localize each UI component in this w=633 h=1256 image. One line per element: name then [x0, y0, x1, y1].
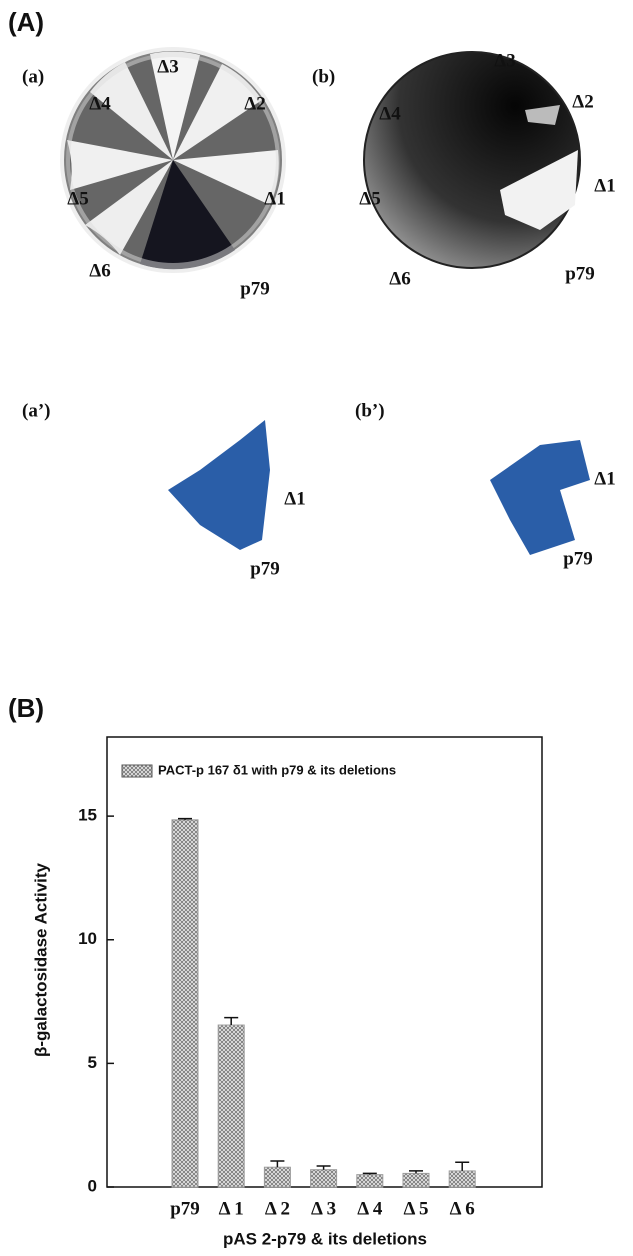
plate-a — [65, 52, 281, 270]
y-tick-label: 10 — [78, 929, 97, 948]
plate-label: (b’) — [355, 400, 385, 421]
strain-label: Δ2 — [244, 93, 265, 114]
strain-label: Δ6 — [389, 268, 410, 289]
bar — [172, 820, 198, 1187]
colony-blot — [168, 420, 270, 550]
bar — [264, 1167, 290, 1187]
strain-label: Δ5 — [359, 188, 380, 209]
strain-label: Δ5 — [67, 188, 88, 209]
error-bar — [455, 1162, 469, 1171]
error-bar — [317, 1166, 331, 1170]
y-axis-title: β-galactosidase Activity — [31, 862, 50, 1057]
strain-label: Δ2 — [572, 91, 593, 112]
colony-blot — [490, 440, 590, 555]
strain-label: Δ6 — [89, 260, 110, 281]
error-bar — [224, 1018, 238, 1025]
strain-label: Δ1 — [264, 188, 285, 209]
strain-label: Δ3 — [157, 56, 178, 77]
panel-label: (A) — [8, 7, 44, 37]
y-tick-label: 15 — [78, 806, 97, 825]
legend-swatch — [122, 765, 152, 777]
plate-label: (a’) — [22, 400, 50, 421]
bar — [403, 1173, 429, 1187]
strain-label: p79 — [240, 278, 270, 299]
strain-label: p79 — [250, 558, 280, 579]
plate-label: (b) — [312, 66, 335, 87]
strain-label: Δ1 — [284, 488, 305, 509]
x-axis-title: pAS 2-p79 & its deletions — [223, 1229, 427, 1248]
x-tick-label: Δ 6 — [450, 1198, 475, 1219]
y-tick-label: 5 — [88, 1053, 97, 1072]
x-tick-label: p79 — [170, 1198, 200, 1219]
bar — [449, 1171, 475, 1187]
strain-label: Δ4 — [89, 93, 111, 114]
strain-label: p79 — [563, 548, 593, 569]
bar — [218, 1025, 244, 1187]
x-tick-label: Δ 5 — [403, 1198, 428, 1219]
x-tick-label: Δ 2 — [265, 1198, 290, 1219]
x-tick-label: Δ 3 — [311, 1198, 336, 1219]
strain-label: Δ4 — [379, 103, 401, 124]
plate-b — [364, 52, 580, 268]
bar — [311, 1170, 337, 1187]
strain-label: Δ3 — [494, 50, 515, 71]
strain-label: Δ1 — [594, 175, 615, 196]
x-tick-label: Δ 4 — [357, 1198, 383, 1219]
plate-label: (a) — [22, 66, 44, 87]
y-tick-label: 0 — [88, 1176, 97, 1195]
strain-label: p79 — [565, 263, 595, 284]
strain-label: Δ1 — [594, 468, 615, 489]
figure: (A) (B) PACT-p 167 δ1 with p79 & its del… — [0, 0, 633, 1256]
panel-label: (B) — [8, 693, 44, 723]
x-tick-label: Δ 1 — [219, 1198, 244, 1219]
bar — [357, 1175, 383, 1187]
legend-label: PACT-p 167 δ1 with p79 & its deletions — [158, 762, 396, 777]
error-bar — [270, 1161, 284, 1167]
